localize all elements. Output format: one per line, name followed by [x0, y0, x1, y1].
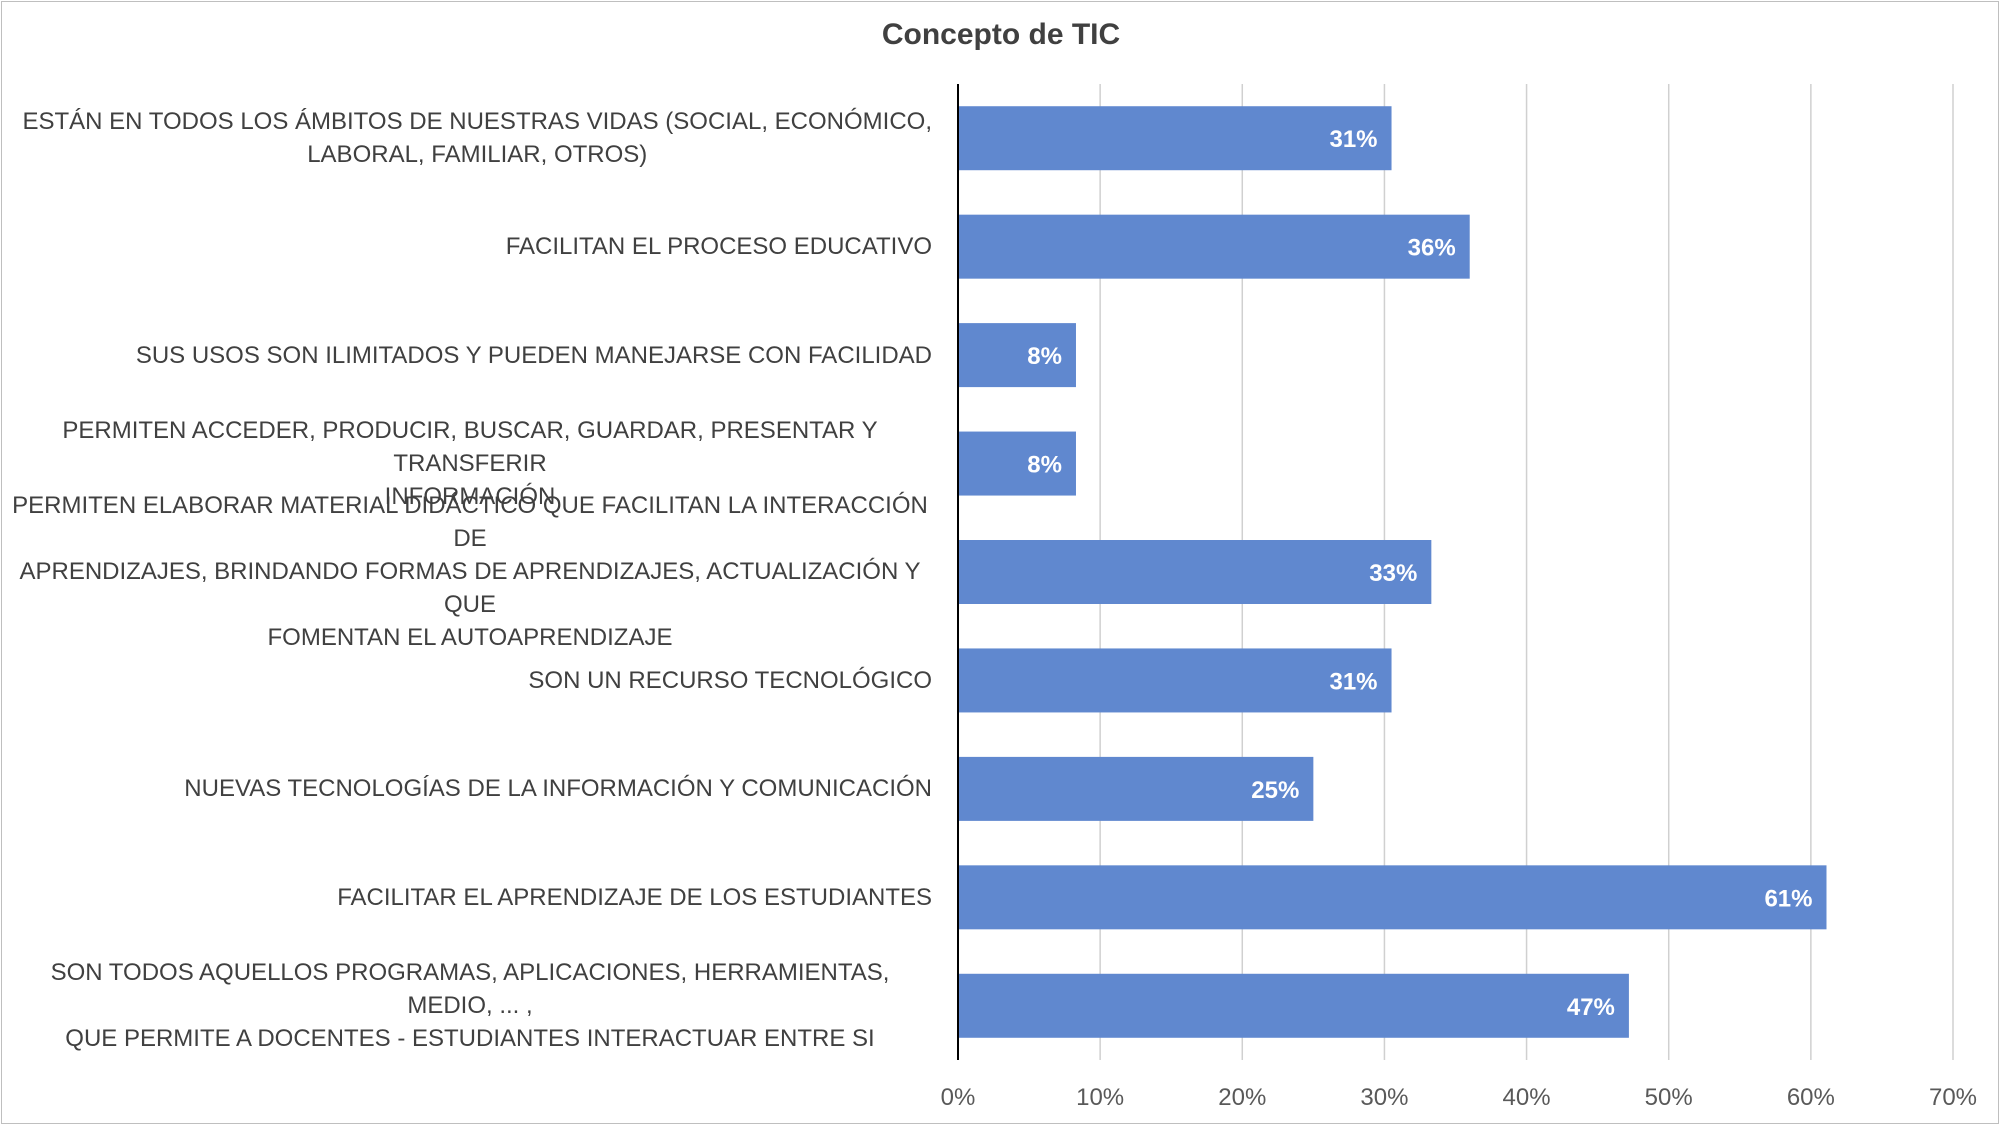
bar-value-label-4: 8% [1027, 452, 1062, 479]
bar-6 [958, 648, 1392, 713]
bar-value-label-5: 33% [1369, 560, 1417, 587]
bar-value-label-9: 47% [1567, 994, 1615, 1021]
bar-value-label-3: 8% [1027, 343, 1062, 370]
x-tick-label-5: 50% [1644, 1084, 1693, 1111]
bar-value-label-8: 61% [1764, 885, 1812, 912]
x-tick-label-4: 40% [1502, 1084, 1551, 1111]
x-tick-label-3: 30% [1360, 1084, 1409, 1111]
category-label-line: FOMENTAN EL AUTOAPRENDIZAJE [267, 624, 673, 652]
category-label-7: NUEVAS TECNOLOGÍAS DE LA INFORMACIÓN Y C… [8, 735, 932, 843]
category-label-line: FACILITAN EL PROCESO EDUCATIVO [505, 233, 932, 261]
chart-title: Concepto de TIC [881, 18, 1121, 51]
category-label-line: NUEVAS TECNOLOGÍAS DE LA INFORMACIÓN Y C… [184, 775, 932, 803]
category-label-line: INFORMACIÓN [384, 483, 556, 511]
category-label-3: SUS USOS SON ILIMITADOS Y PUEDEN MANEJAR… [8, 301, 932, 409]
bar-5 [958, 540, 1432, 604]
category-label-line: SON UN RECURSO TECNOLÓGICO [528, 666, 932, 694]
x-tick-label-6: 60% [1786, 1084, 1835, 1111]
x-tick-label-0: 0% [940, 1084, 976, 1111]
bar-value-label-1: 31% [1329, 126, 1377, 153]
category-label-line: FACILITAR EL APRENDIZAJE DE LOS ESTUDIAN… [337, 883, 932, 911]
bar-3 [958, 323, 1076, 388]
category-label-line: SON TODOS AQUELLOS PROGRAMAS, APLICACION… [50, 959, 890, 1020]
bar-value-label-7: 25% [1251, 777, 1299, 804]
x-tick-label-2: 20% [1218, 1084, 1267, 1111]
bar-value-label-6: 31% [1329, 668, 1377, 695]
x-tick-label-7: 70% [1928, 1084, 1978, 1111]
category-label-line: SUS USOS SON ILIMITADOS Y PUEDEN MANEJAR… [135, 341, 932, 369]
category-label-line: QUE PERMITE A DOCENTES - ESTUDIANTES INT… [65, 1025, 875, 1053]
bar-9 [958, 973, 1629, 1038]
category-label-8: FACILITAR EL APRENDIZAJE DE LOS ESTUDIAN… [8, 843, 932, 951]
x-tick-label-1: 10% [1076, 1084, 1125, 1111]
category-label-line: PERMITEN ELABORAR MATERIAL DIDÁCTICO QUE… [12, 492, 928, 553]
category-label-9: SON TODOS AQUELLOS PROGRAMAS, APLICACION… [8, 952, 932, 1060]
category-label-line: LABORAL, FAMILIAR, OTROS) [307, 141, 648, 169]
category-label-6: SON UN RECURSO TECNOLÓGICO [8, 626, 932, 734]
category-label-line: PERMITEN ACCEDER, PRODUCIR, BUSCAR, GUAR… [62, 417, 878, 478]
category-label-2: FACILITAN EL PROCESO EDUCATIVO [8, 192, 932, 300]
bar-4 [958, 431, 1076, 496]
category-label-line: ESTÁN EN TODOS LOS ÁMBITOS DE NUESTRAS V… [22, 108, 932, 136]
bar-8 [958, 865, 1827, 930]
bar-2 [958, 214, 1470, 279]
bar-7 [958, 756, 1314, 821]
category-label-5: PERMITEN ELABORAR MATERIAL DIDÁCTICO QUE… [8, 492, 932, 651]
bar-value-label-2: 36% [1408, 235, 1456, 262]
bar-1 [958, 106, 1392, 171]
category-label-4: PERMITEN ACCEDER, PRODUCIR, BUSCAR, GUAR… [8, 409, 932, 517]
category-label-1: ESTÁN EN TODOS LOS ÁMBITOS DE NUESTRAS V… [8, 84, 932, 192]
category-label-line: APRENDIZAJES, BRINDANDO FORMAS DE APREND… [19, 558, 921, 619]
